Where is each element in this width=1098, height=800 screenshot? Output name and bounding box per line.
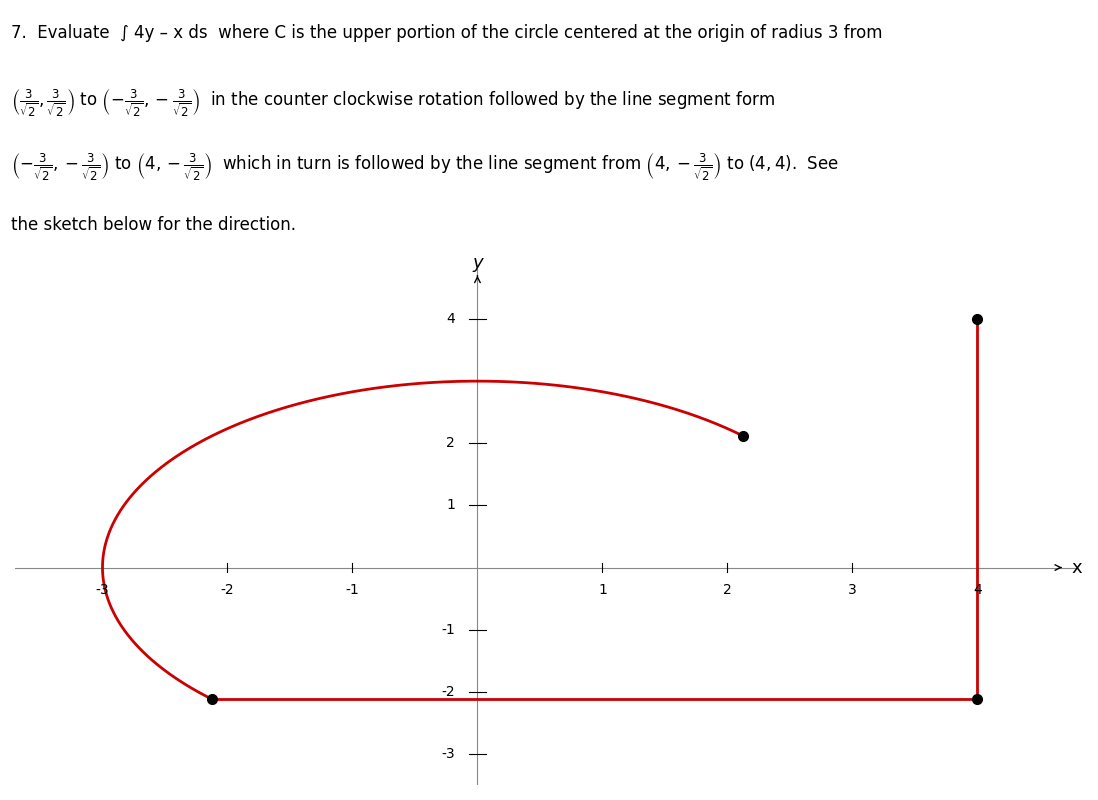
Text: -3: -3 <box>96 583 110 597</box>
Text: -1: -1 <box>441 622 455 637</box>
Text: y: y <box>472 254 483 272</box>
Text: 2: 2 <box>446 436 455 450</box>
Text: x: x <box>1072 558 1082 577</box>
Text: 4: 4 <box>446 312 455 326</box>
Text: 7.  Evaluate  ∫ 4y – x ds  where C is the upper portion of the circle centered a: 7. Evaluate ∫ 4y – x ds where C is the u… <box>11 24 883 42</box>
Text: 1: 1 <box>446 498 455 512</box>
Text: 1: 1 <box>598 583 607 597</box>
Text: 4: 4 <box>973 583 982 597</box>
Text: -3: -3 <box>441 747 455 761</box>
Text: -2: -2 <box>441 685 455 698</box>
Text: 2: 2 <box>724 583 731 597</box>
Text: 3: 3 <box>848 583 856 597</box>
Text: the sketch below for the direction.: the sketch below for the direction. <box>11 216 296 234</box>
Text: $\left(-\frac{3}{\sqrt{2}},-\frac{3}{\sqrt{2}}\right)$ to $\left(4,-\frac{3}{\sq: $\left(-\frac{3}{\sqrt{2}},-\frac{3}{\sq… <box>11 152 839 183</box>
Text: $\left(\frac{3}{\sqrt{2}},\frac{3}{\sqrt{2}}\right)$ to $\left(-\frac{3}{\sqrt{2: $\left(\frac{3}{\sqrt{2}},\frac{3}{\sqrt… <box>11 88 775 119</box>
Text: -2: -2 <box>221 583 234 597</box>
Text: -1: -1 <box>346 583 359 597</box>
